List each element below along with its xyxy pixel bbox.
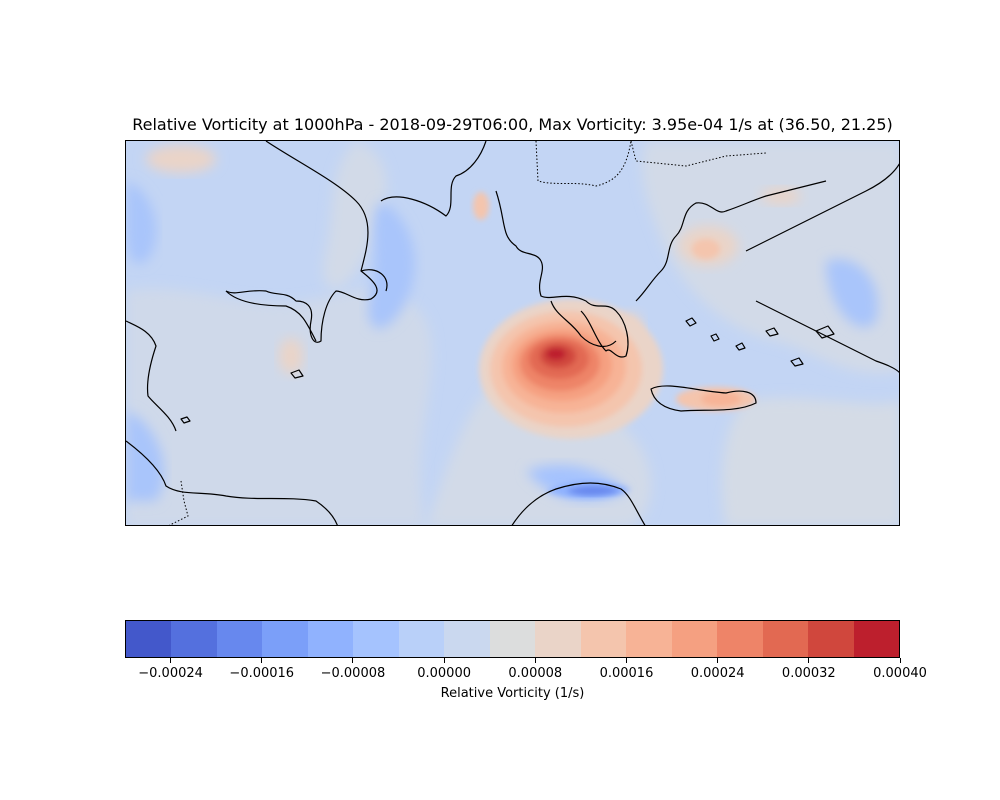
coastline-island (790, 357, 804, 367)
colorbar-swatch (398, 621, 445, 657)
colorbar-swatch (216, 621, 263, 657)
coastline-turkey-south (755, 300, 899, 373)
coastline-island-lampedusa (180, 416, 191, 424)
coastlines (126, 141, 899, 525)
colorbar-swatch (307, 621, 354, 657)
colorbar-tick-label: 0.00024 (690, 666, 745, 681)
colorbar-swatch (717, 621, 763, 657)
colorbar (125, 620, 900, 658)
colorbar-label: Relative Vorticity (1/s) (440, 686, 585, 701)
colorbar-tick-label: 0.00032 (781, 666, 836, 681)
coastline-tunisia (126, 440, 338, 525)
colorbar-swatch (171, 621, 217, 657)
coastline-libya (511, 482, 646, 525)
vorticity-maximum (479, 299, 663, 439)
colorbar-swatch (808, 621, 854, 657)
coastline-balkans (380, 141, 487, 217)
negative-vorticity (126, 411, 165, 501)
colorbar-swatch (626, 621, 672, 657)
colorbar-tick-label: 0.00016 (599, 666, 654, 681)
coastline-island (815, 325, 835, 339)
coastline-italy (225, 141, 378, 343)
colorbar-tick (808, 658, 810, 663)
colorbar-tick-label: 0.00000 (417, 666, 471, 681)
negative-vorticity (566, 485, 621, 496)
coastline-island-malta (290, 369, 304, 379)
colorbar-tick-label: −0.00024 (138, 666, 203, 681)
neutral-band (126, 288, 432, 525)
border (630, 141, 767, 167)
colorbar-swatch (489, 621, 536, 657)
neutral-band (722, 398, 899, 525)
positive-vorticity (473, 192, 489, 220)
positive-vorticity (761, 188, 801, 204)
negative-vorticity (826, 259, 878, 328)
colorbar-swatch (853, 621, 899, 657)
colorbar-swatch (353, 621, 399, 657)
positive-vorticity (146, 145, 216, 173)
colorbar-swatch (262, 621, 308, 657)
coastline-crete (650, 385, 757, 412)
coastline-italy-heel (360, 269, 388, 292)
borders (168, 141, 767, 525)
coastline-tunisia-north (126, 320, 177, 432)
colorbar-tick (534, 658, 536, 663)
colorbar-tick (899, 658, 901, 663)
coastline-turkey (745, 163, 899, 252)
vorticity-field (126, 141, 899, 525)
positive-vorticity (279, 338, 303, 374)
coastline-island (735, 342, 746, 351)
colorbar-tick-label: −0.00008 (320, 666, 386, 681)
coastline-island (765, 327, 779, 337)
negative-vorticity (368, 201, 415, 329)
colorbar-tick (443, 658, 445, 663)
colorbar-tick (261, 658, 263, 663)
colorbar-swatch (444, 621, 490, 657)
colorbar-tick-label: 0.00008 (508, 666, 563, 681)
vorticity-map (125, 140, 900, 526)
colorbar-swatch (762, 621, 809, 657)
coastline-peloponnese (550, 300, 617, 348)
map-canvas (126, 141, 899, 525)
chart-title: Relative Vorticity at 1000hPa - 2018-09-… (132, 115, 893, 134)
colorbar-tick (352, 658, 354, 663)
colorbar-swatch (580, 621, 627, 657)
coastline-island (685, 317, 697, 327)
colorbar-tick-label: 0.00040 (873, 666, 927, 681)
positive-vorticity (701, 392, 741, 406)
coastline-greece-east (635, 180, 827, 302)
coastline-albania (495, 190, 542, 262)
coastline-island (710, 333, 720, 342)
neutral-band (642, 141, 899, 373)
positive-vorticity (692, 239, 720, 259)
colorbar-swatch (671, 621, 718, 657)
colorbar-tick (717, 658, 719, 663)
colorbar-swatch (126, 621, 172, 657)
colorbar-tick-label: −0.00016 (229, 666, 295, 681)
border (535, 141, 632, 187)
colorbar-swatch (535, 621, 581, 657)
negative-vorticity (126, 181, 157, 264)
neutral-band (323, 141, 387, 289)
coastline-greece (538, 260, 629, 358)
colorbar-tick (170, 658, 172, 663)
coastline-sicily (225, 290, 317, 342)
colorbar-tick (625, 658, 627, 663)
